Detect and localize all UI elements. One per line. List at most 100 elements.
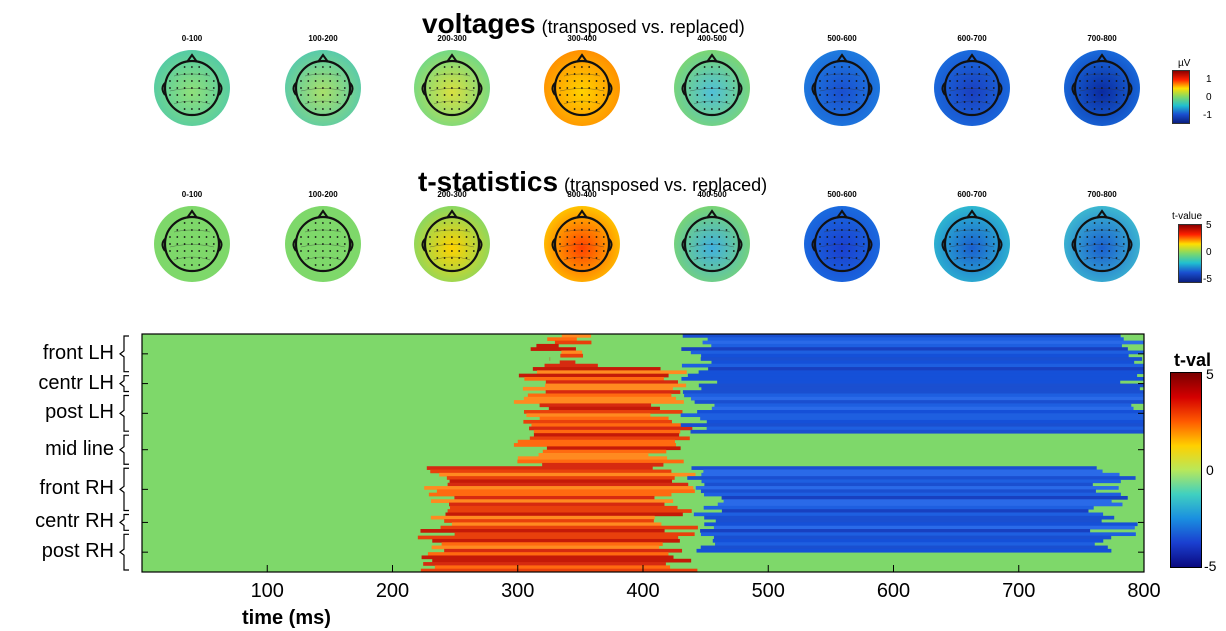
heatmap-cell: [704, 515, 1115, 520]
heatmap-cell: [546, 446, 681, 451]
heatmap-cell: [711, 360, 1135, 365]
tstat-window-label: 200-300: [437, 190, 467, 199]
x-tick-label: 400: [626, 580, 660, 602]
heatmap-cell: [444, 519, 654, 523]
tstat-window-label: 100-200: [308, 190, 338, 199]
heatmap-cell: [440, 525, 698, 530]
heatmap-cell: [706, 426, 1144, 431]
region-bracket: [119, 394, 129, 432]
heatmap-cell: [696, 548, 1112, 553]
heatmap-cluster-positive: [513, 367, 693, 467]
x-tick-label: 300: [501, 580, 535, 602]
heatmap-cell: [513, 400, 684, 404]
voltage-window-label: 700-800: [1087, 34, 1117, 43]
heatmap-cell: [711, 343, 1122, 348]
tstat-topomap: [544, 206, 620, 282]
heatmap-cell: [530, 347, 576, 351]
tstats-title: t-statistics (transposed vs. replaced): [418, 166, 767, 198]
voltage-colorbar-tick-max: 1: [1206, 74, 1212, 85]
tstat-window-label: 500-600: [827, 190, 857, 199]
heatmap-cell: [538, 453, 649, 457]
heatmap-cell: [687, 476, 1136, 480]
tstat-colorbar-title: t-value: [1172, 211, 1203, 222]
heatmap-cell: [691, 466, 1097, 470]
heatmap-cell: [681, 376, 1144, 381]
heatmap-cell: [544, 383, 687, 388]
heatmap-cell: [700, 545, 1108, 550]
heatmap-cell: [420, 529, 665, 533]
voltage-window-label: 500-600: [827, 34, 857, 43]
tstats-title-main: t-statistics: [418, 166, 559, 197]
heatmap-cell: [561, 334, 592, 338]
heatmap-cell: [717, 380, 1121, 384]
heatmap-cell: [706, 419, 1144, 424]
heatmap-cell: [539, 416, 669, 421]
voltage-topomap: [1064, 50, 1140, 126]
voltage-window-label: 300-400: [567, 34, 597, 43]
heatmap-cell: [533, 429, 681, 434]
heatmap-cell: [451, 522, 662, 527]
region-label: front LH: [42, 341, 114, 364]
heatmap-cell: [713, 535, 1112, 540]
heatmap-cell: [513, 443, 677, 447]
heatmap-cell: [454, 532, 695, 537]
region-bracket: [119, 513, 129, 531]
heatmap-cell: [424, 486, 694, 490]
heatmap-cell: [713, 525, 1135, 530]
voltages-title: voltages (transposed vs. replaced): [422, 8, 745, 40]
heatmap-cell: [517, 456, 668, 461]
heatmap-cell: [684, 393, 1144, 398]
heatmap-cell: [712, 538, 1104, 543]
heatmap-cell: [454, 495, 655, 500]
tstat-colorbar-tick-mid: 0: [1206, 247, 1212, 258]
heatmap-cell: [545, 390, 681, 394]
heatmap-cell: [428, 492, 672, 497]
region-bracket: [119, 533, 129, 571]
heatmap-cell: [420, 568, 698, 573]
heatmap-cell: [434, 565, 671, 570]
voltage-colorbar-tick-mid: 0: [1206, 92, 1212, 103]
heatmap-cell: [542, 462, 664, 467]
heatmap-cell: [704, 482, 1093, 487]
heatmap-cell: [447, 482, 689, 487]
voltage-topomap: [285, 50, 361, 126]
heatmap-cell: [539, 403, 652, 408]
x-tick-label: 700: [1002, 580, 1036, 602]
heatmap-cell: [700, 532, 1136, 537]
heatmap-cell: [700, 529, 1091, 533]
heatmap-cell: [532, 367, 661, 371]
heatmap-cell: [548, 406, 660, 411]
heatmap-cell: [526, 413, 651, 418]
heatmap-cell: [517, 439, 675, 444]
heatmap-cell: [715, 542, 1095, 546]
heatmap-cell: [694, 400, 1144, 404]
heatmap-cell: [523, 419, 672, 424]
tstat-topomap: [674, 206, 750, 282]
x-tick-label: 800: [1127, 580, 1161, 602]
heatmap-cell: [561, 350, 583, 355]
heatmap-colorbar: [1170, 372, 1202, 568]
heatmap-cell: [449, 502, 665, 507]
heatmap-cell: [427, 552, 669, 556]
voltage-window-label: 0-100: [181, 34, 203, 43]
heatmap-cell: [450, 505, 678, 510]
heatmap-cell: [723, 499, 1112, 503]
heatmap-cell: [680, 413, 1144, 418]
heatmap-cell: [717, 502, 1123, 507]
heatmap-cell: [527, 393, 672, 398]
region-bracket: [119, 467, 129, 512]
tstat-window-label: 400-500: [697, 190, 727, 199]
heatmap-cell: [426, 466, 653, 470]
voltage-colorbar: [1172, 70, 1190, 124]
heatmap-cell: [545, 380, 678, 384]
heatmap-cell: [529, 436, 690, 441]
heatmap-cell: [707, 337, 1124, 342]
tstats-title-sub: (transposed vs. replaced): [564, 175, 768, 195]
heatmap-cell: [701, 386, 1140, 391]
heatmap-cell: [701, 472, 1120, 477]
heatmap-cell: [691, 396, 1144, 401]
heatmap-cell: [444, 548, 683, 553]
heatmap-cluster-positive: [417, 466, 698, 573]
heatmap-cell: [533, 433, 680, 437]
heatmap-cell: [701, 479, 1121, 484]
